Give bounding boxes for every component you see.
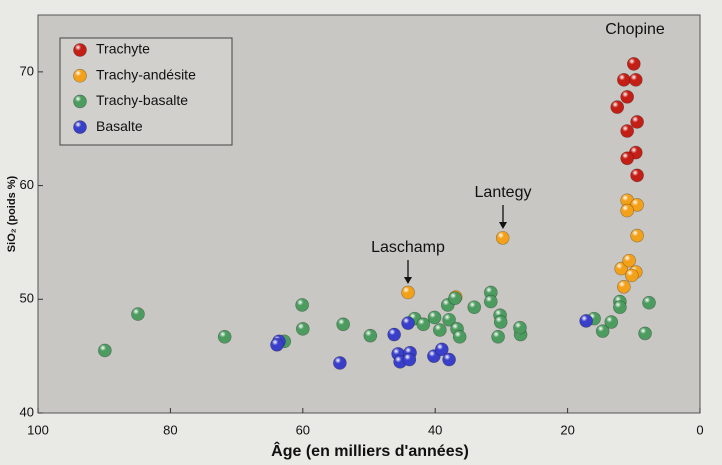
y-tick-label: 40 (20, 404, 34, 419)
point (217, 330, 232, 344)
point (467, 300, 482, 315)
point (402, 352, 417, 367)
x-tick-label: 60 (296, 422, 310, 437)
legend-label: Trachy-basalte (96, 92, 188, 108)
y-axis-label: SiO₂ (poids %) (6, 175, 18, 252)
point (333, 356, 347, 370)
point (613, 300, 627, 315)
point (610, 100, 625, 114)
x-tick-label: 100 (27, 422, 49, 437)
point (448, 291, 462, 305)
point (493, 315, 508, 329)
point (495, 231, 510, 245)
point (628, 73, 643, 87)
point (98, 343, 112, 358)
point (442, 312, 456, 327)
legend-marker (73, 68, 87, 83)
legend-label: Trachy-andésite (96, 66, 196, 82)
point (484, 294, 498, 309)
legend-label: Basalte (96, 118, 143, 134)
point (630, 115, 644, 129)
point (630, 228, 644, 243)
annotation-arrowhead (404, 277, 412, 284)
x-tick-label: 80 (163, 422, 177, 437)
point (336, 317, 350, 332)
point (622, 253, 636, 268)
y-tick-label: 60 (20, 177, 34, 192)
y-tick-label: 50 (20, 291, 34, 306)
point (363, 328, 378, 343)
legend-marker (73, 94, 87, 109)
point (295, 298, 309, 312)
point (433, 323, 447, 337)
point (270, 337, 284, 352)
point (401, 316, 415, 330)
point (491, 330, 505, 344)
point (295, 322, 310, 336)
point (620, 124, 634, 138)
point (595, 324, 610, 338)
point (452, 330, 467, 344)
point (626, 57, 641, 71)
point (387, 327, 401, 342)
point (620, 203, 634, 218)
legend-marker (73, 43, 87, 57)
point (579, 314, 593, 328)
legend-box (59, 37, 233, 146)
point (630, 198, 644, 212)
point (435, 342, 449, 357)
point (416, 317, 431, 332)
x-tick-label: 20 (560, 422, 574, 437)
annotation: Chopine (605, 21, 665, 38)
point (620, 90, 634, 104)
point (630, 168, 644, 183)
point (620, 151, 634, 166)
point (638, 326, 652, 341)
point (642, 295, 656, 310)
x-axis-label: Âge (en milliers d'années) (271, 441, 469, 460)
annotation-arrowhead (499, 222, 507, 229)
point (617, 73, 631, 87)
point (131, 307, 145, 321)
point (401, 285, 415, 300)
y-tick-label: 70 (20, 63, 34, 78)
point (625, 268, 639, 283)
annotation: Laschamp (371, 239, 445, 256)
legend-marker (73, 120, 87, 134)
point (442, 352, 456, 367)
annotation: Lantegy (475, 184, 532, 201)
point (614, 261, 629, 276)
point (427, 310, 442, 325)
x-tick-label: 40 (428, 422, 442, 437)
point (513, 320, 527, 335)
point (617, 279, 631, 294)
legend-label: Trachyte (96, 41, 150, 57)
point (604, 315, 619, 329)
x-tick-label: 0 (696, 422, 703, 437)
